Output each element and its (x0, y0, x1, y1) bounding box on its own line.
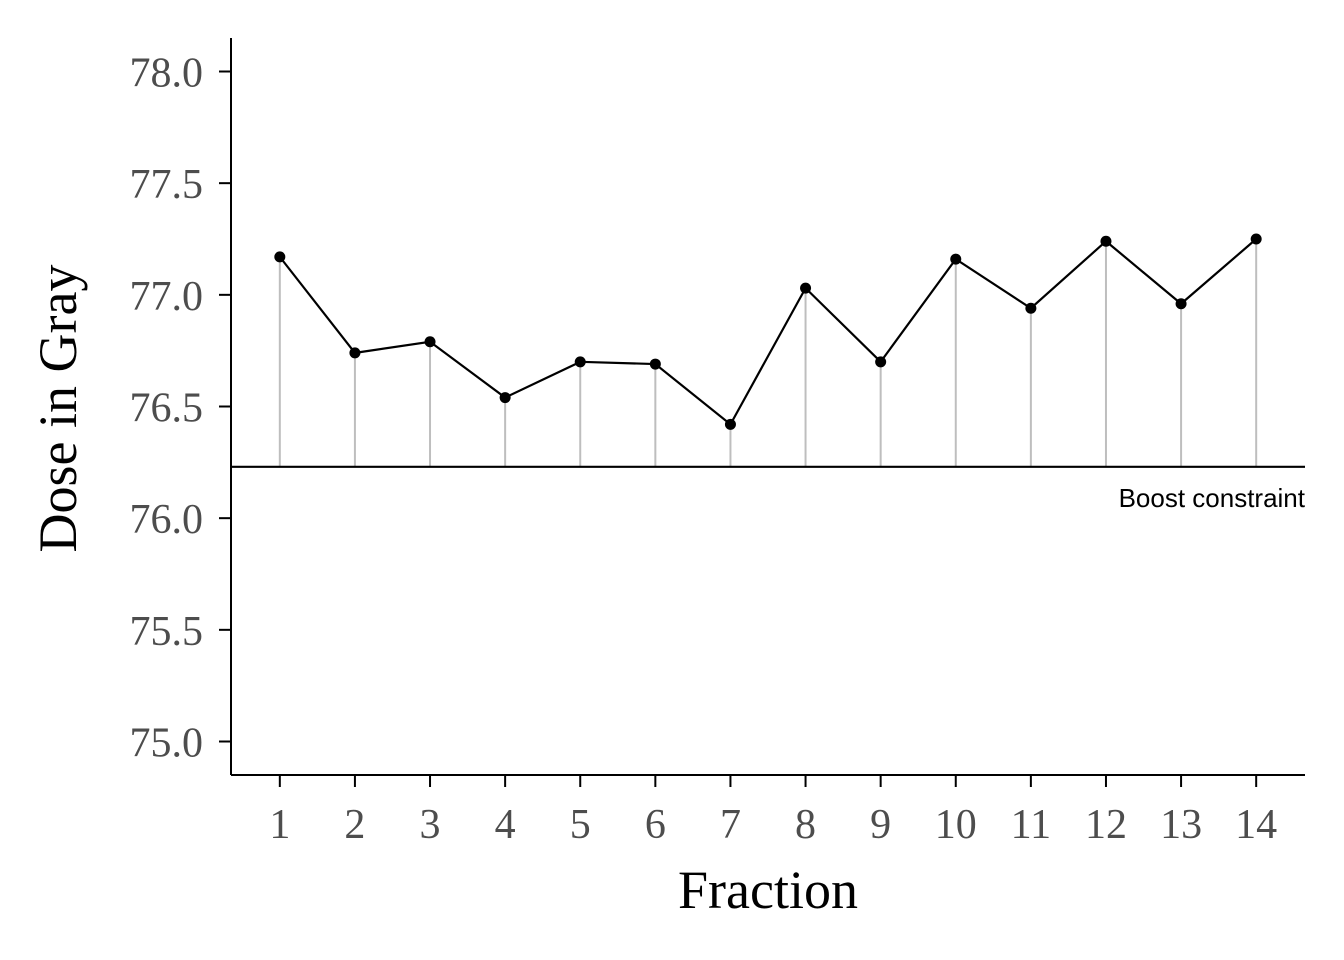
x-tick-label: 13 (1160, 802, 1202, 848)
data-point-8 (800, 282, 812, 294)
x-tick-label: 9 (870, 802, 891, 848)
x-axis-ticks: 1 2 3 4 5 6 7 8 9 10 11 12 13 14 (269, 775, 1277, 848)
boost-constraint-label: Boost constraint (1119, 483, 1306, 513)
y-axis-title: Dose in Gray (28, 265, 88, 553)
dose-series-line (278, 238, 1257, 427)
data-point-13 (1175, 298, 1187, 310)
data-point-6 (649, 358, 661, 370)
x-tick-label: 5 (570, 802, 591, 848)
data-points (274, 233, 1262, 430)
x-tick-label: 2 (344, 802, 365, 848)
data-point-3 (424, 336, 436, 348)
x-tick-label: 8 (795, 802, 816, 848)
x-tick-label: 14 (1235, 802, 1277, 848)
x-tick-label: 12 (1085, 802, 1127, 848)
data-point-11 (1025, 302, 1037, 314)
x-tick-label: 3 (420, 802, 441, 848)
y-tick-label: 78.0 (130, 51, 204, 97)
y-tick-label: 76.5 (130, 386, 204, 432)
x-axis-title: Fraction (678, 860, 858, 920)
stem-lines (278, 239, 1258, 467)
data-point-9 (875, 356, 887, 368)
data-point-14 (1250, 233, 1262, 245)
data-point-12 (1100, 235, 1112, 247)
y-tick-label: 75.5 (130, 609, 204, 655)
data-point-7 (724, 418, 736, 430)
y-axis-ticks: 75.0 75.5 76.0 76.5 77.0 77.5 78.0 (130, 51, 231, 767)
x-tick-label: 10 (935, 802, 977, 848)
y-tick-label: 77.5 (130, 162, 204, 208)
y-tick-label: 76.0 (130, 497, 204, 543)
data-point-1 (274, 251, 286, 263)
y-tick-label: 77.0 (130, 274, 204, 320)
data-point-4 (499, 392, 511, 404)
x-tick-label: 11 (1011, 802, 1051, 848)
x-tick-label: 1 (269, 802, 290, 848)
y-tick-label: 75.0 (130, 721, 204, 767)
data-point-5 (574, 356, 586, 368)
data-point-2 (349, 347, 361, 359)
data-point-10 (950, 253, 962, 265)
x-tick-label: 6 (645, 802, 666, 848)
x-tick-label: 4 (495, 802, 516, 848)
x-tick-label: 7 (720, 802, 741, 848)
